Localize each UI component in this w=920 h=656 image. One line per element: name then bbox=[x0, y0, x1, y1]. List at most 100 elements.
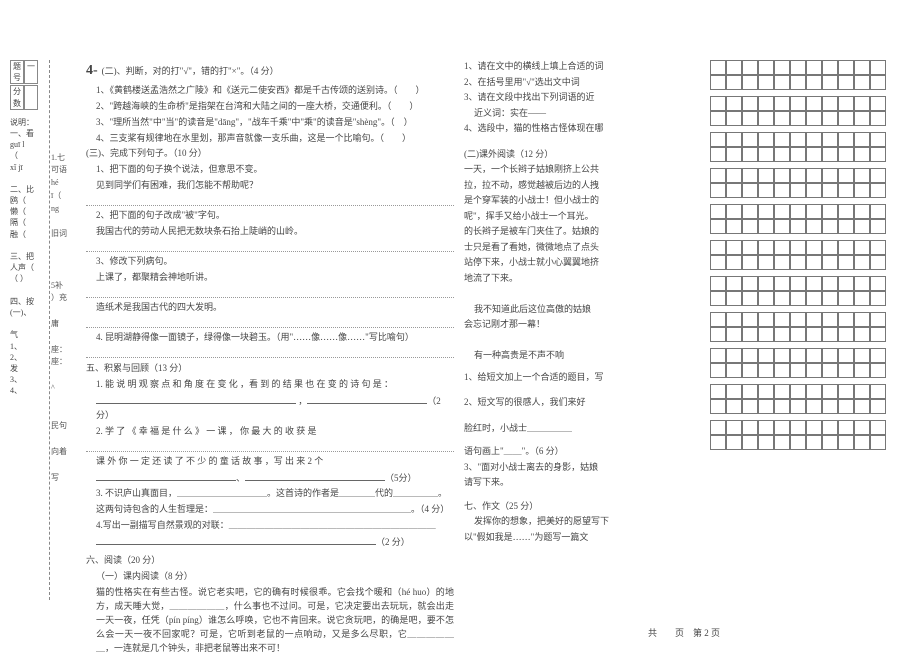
writing-grid-row bbox=[710, 60, 910, 75]
writing-grid-cell bbox=[790, 363, 806, 378]
s2-q2: 2、"跨越海峡的生命桥"是指架在台湾和大陆之间的一座大桥，交通便利。（ ） bbox=[86, 100, 454, 114]
writing-grid-block bbox=[710, 276, 910, 306]
writing-grid-cell bbox=[710, 60, 726, 75]
writing-grid-cell bbox=[854, 384, 870, 399]
writing-grid-cell bbox=[838, 132, 854, 147]
writing-grid-cell bbox=[742, 327, 758, 342]
writing-grid-cell bbox=[870, 291, 886, 306]
writing-grid-cell bbox=[790, 399, 806, 414]
writing-grid-row bbox=[710, 363, 910, 378]
binding-header-1: 题号 bbox=[10, 60, 24, 84]
writing-grid-cell bbox=[774, 183, 790, 198]
writing-grid-cell bbox=[758, 75, 774, 90]
writing-grid-cell bbox=[710, 204, 726, 219]
writing-grid-cell bbox=[806, 132, 822, 147]
binding-item: 一、看 bbox=[10, 128, 40, 139]
writing-grid-cell bbox=[726, 348, 742, 363]
writing-grid-cell bbox=[838, 183, 854, 198]
rq3b: 近义词：实在—— bbox=[464, 107, 706, 121]
writing-grid-cell bbox=[854, 435, 870, 450]
writing-grid-cell bbox=[790, 168, 806, 183]
writing-grid-cell bbox=[726, 399, 742, 414]
writing-grid-cell bbox=[758, 219, 774, 234]
s5-q2a: 2. 学 了 《 幸 福 是 什 么 》 一 课 ， 你 最 大 的 收 获 是 bbox=[86, 425, 454, 439]
binding-item: 气 bbox=[10, 329, 40, 340]
writing-grid-cell bbox=[774, 132, 790, 147]
writing-grid-cell bbox=[838, 420, 854, 435]
writing-grid-cell bbox=[710, 240, 726, 255]
writing-grid-cell bbox=[870, 348, 886, 363]
binding-item: 3、 bbox=[10, 374, 40, 385]
writing-grid-cell bbox=[870, 435, 886, 450]
left-label bbox=[51, 241, 79, 254]
s5-title: 五、积累与回顾（13 分） bbox=[86, 362, 454, 376]
writing-grid-cell bbox=[726, 132, 742, 147]
writing-grid-cell bbox=[822, 96, 838, 111]
writing-grid-cell bbox=[790, 327, 806, 342]
writing-grid-row bbox=[710, 435, 910, 450]
writing-grid-cell bbox=[854, 75, 870, 90]
writing-grid-cell bbox=[838, 312, 854, 327]
left-label bbox=[51, 369, 79, 382]
writing-grid-cell bbox=[726, 96, 742, 111]
writing-grid-row bbox=[710, 168, 910, 183]
writing-grid-cell bbox=[806, 399, 822, 414]
left-label: 1.七 bbox=[51, 152, 79, 165]
s2-title: (二)、判断，对的打"√"，错的打"×"。（4 分） bbox=[102, 66, 279, 76]
writing-grid-cell bbox=[838, 348, 854, 363]
writing-grid-block bbox=[710, 240, 910, 270]
writing-grid-cell bbox=[822, 219, 838, 234]
left-label: ^ bbox=[51, 382, 79, 395]
writing-grid-cell bbox=[790, 183, 806, 198]
writing-grid-cell bbox=[710, 132, 726, 147]
writing-grid-cell bbox=[710, 183, 726, 198]
s5-q4a: 4.写出一副描写自然景观的对联：＿＿＿＿＿＿＿＿＿＿＿＿＿＿＿＿＿＿＿＿＿＿＿ bbox=[86, 519, 454, 533]
writing-grid-cell bbox=[742, 96, 758, 111]
writing-grid-cell bbox=[758, 60, 774, 75]
writing-grid-cell bbox=[854, 255, 870, 270]
s5-q4b: （2 分） bbox=[376, 537, 410, 547]
left-label bbox=[51, 113, 79, 126]
s2-q4: 4、三支桨有规律地在水里划，那声音就像一支乐曲，这是一个比喻句。（ ） bbox=[86, 132, 454, 146]
binding-item: 四、按 bbox=[10, 296, 40, 307]
p-l6: 士只是看了看她，微微地点了点头 bbox=[464, 241, 706, 255]
binding-item: 2、 bbox=[10, 352, 40, 363]
writing-grid-cell bbox=[774, 399, 790, 414]
p-l12: 有一种高贵是不声不响 bbox=[464, 349, 706, 363]
binding-item: xǐ jī bbox=[10, 162, 40, 173]
writing-grid-cell bbox=[854, 111, 870, 126]
writing-grid-block bbox=[710, 384, 910, 414]
left-label: 旧词 bbox=[51, 228, 79, 241]
right-column: 1、请在文中的横线上填上合适的词 2、在括号里用"√"选出文中词 3、请在文段中… bbox=[460, 60, 710, 600]
writing-grid-cell bbox=[710, 384, 726, 399]
binding-item: (一)、 bbox=[10, 307, 40, 318]
rrq2: 2、短文写的很感人，我们来好 bbox=[464, 396, 706, 410]
writing-grid-cell bbox=[790, 276, 806, 291]
answer-line bbox=[86, 288, 454, 298]
s3-q2a: 我国古代的劳动人民把无数块条石抬上陡峭的山岭。 bbox=[86, 225, 454, 239]
writing-grid-row bbox=[710, 276, 910, 291]
writing-grid-cell bbox=[774, 168, 790, 183]
page-footer: 共 页 第 2 页 bbox=[648, 626, 720, 639]
writing-grid-cell bbox=[806, 327, 822, 342]
writing-grid-cell bbox=[806, 348, 822, 363]
writing-grid-cell bbox=[774, 276, 790, 291]
writing-grid-cell bbox=[742, 240, 758, 255]
writing-grid-cell bbox=[838, 327, 854, 342]
writing-grid-cell bbox=[774, 75, 790, 90]
binding-item bbox=[10, 173, 40, 184]
p-l3: 是个穿军装的小战士！但小战士的 bbox=[464, 194, 706, 208]
writing-grid-cell bbox=[742, 348, 758, 363]
writing-grid-row bbox=[710, 132, 910, 147]
s7a: 发挥你的想象，把美好的愿望写下 bbox=[464, 515, 706, 529]
writing-grid-cell bbox=[726, 420, 742, 435]
writing-grid-cell bbox=[710, 435, 726, 450]
writing-grid-cell bbox=[870, 147, 886, 162]
writing-grid-cell bbox=[742, 204, 758, 219]
rrq3a: 脸红时，小战士＿＿＿＿＿ bbox=[464, 422, 706, 436]
writing-grid-cell bbox=[838, 291, 854, 306]
writing-grid-row bbox=[710, 147, 910, 162]
writing-grid-cell bbox=[742, 147, 758, 162]
writing-grid-cell bbox=[774, 312, 790, 327]
p-l7: 站停下来，小战士就小心翼翼地挤 bbox=[464, 256, 706, 270]
